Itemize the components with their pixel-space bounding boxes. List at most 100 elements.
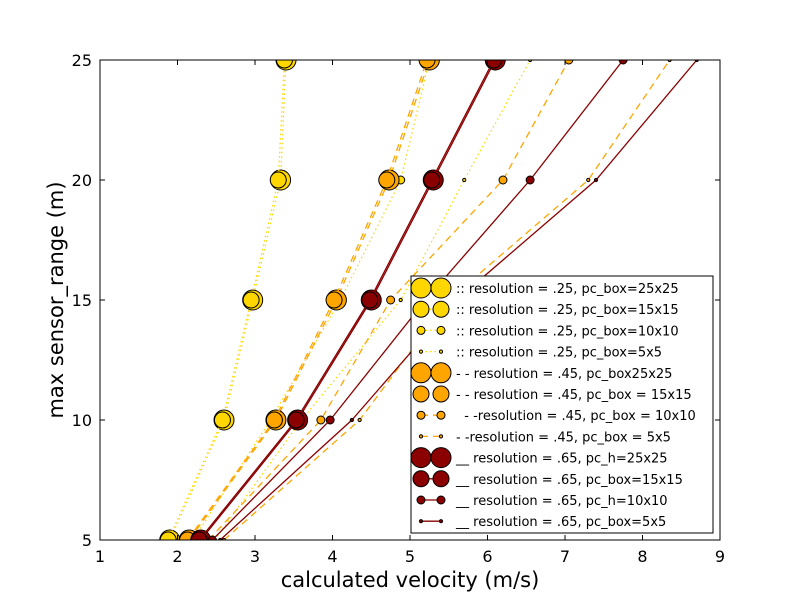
legend-marker <box>410 362 432 384</box>
data-point <box>159 531 177 540</box>
legend-marker <box>432 300 450 318</box>
data-point <box>325 291 343 309</box>
x-tick-label: 8 <box>637 547 647 566</box>
legend-item: :: resolution = .25, pc_box=10x10 <box>416 324 679 339</box>
legend-item: :: resolution = .25, pc_box=5x5 <box>418 346 662 361</box>
legend-marker <box>412 470 430 488</box>
data-point <box>287 411 305 429</box>
data-point <box>325 415 335 425</box>
legend-item: - -resolution = .45, pc_box = 5x5 <box>418 430 671 445</box>
legend-label: __ resolution = .65, pc_box=15x15 <box>455 473 683 488</box>
x-tick-label: 1 <box>95 547 105 566</box>
data-point <box>418 60 436 69</box>
data-point <box>275 60 293 69</box>
legend-item: :: resolution = .25, pc_box=25x25 <box>410 277 679 299</box>
legend-item: __ resolution = .65, pc_h=25x25 <box>410 447 668 469</box>
series-3 <box>188 60 434 540</box>
x-tick-label: 5 <box>405 547 415 566</box>
legend-marker <box>416 325 426 335</box>
legend-marker <box>438 519 444 524</box>
legend-label: __ resolution = .65, pc_h=25x25 <box>455 452 668 467</box>
y-tick-label: 20 <box>72 171 92 190</box>
data-point <box>485 60 503 69</box>
legend-marker <box>416 410 426 420</box>
data-point <box>378 171 396 189</box>
legend-label: __ resolution = .65, pc_h=10x10 <box>455 494 668 509</box>
data-point <box>386 295 396 305</box>
legend-item: - - resolution = .45, pc_box = 15x15 <box>412 385 692 403</box>
data-point <box>498 175 508 185</box>
series-2 <box>159 60 293 540</box>
legend-item: __ resolution = .65, pc_h=10x10 <box>416 494 668 509</box>
y-axis-label: max sensor_range (m) <box>44 181 69 418</box>
data-point <box>593 177 599 183</box>
data-point <box>316 415 326 425</box>
legend-item: __ resolution = .65, pc_box=15x15 <box>412 470 683 488</box>
legend-marker <box>436 410 446 420</box>
legend-marker <box>410 447 432 469</box>
data-point <box>349 417 354 423</box>
data-point <box>190 531 208 540</box>
legend-label: :: resolution = .25, pc_box=25x25 <box>456 282 679 297</box>
series-line <box>169 60 287 540</box>
data-point <box>564 60 574 65</box>
legend-marker <box>432 385 450 403</box>
x-axis-label: calculated velocity (m/s) <box>281 568 540 592</box>
legend-marker <box>430 447 452 469</box>
legend-marker <box>438 434 444 439</box>
series-line <box>167 60 286 540</box>
legend-label: - -resolution = .45, pc_box = 10x10 <box>456 409 696 424</box>
legend-box <box>410 275 714 534</box>
x-tick-label: 6 <box>482 547 492 566</box>
legend-marker <box>436 495 446 505</box>
legend-marker <box>430 277 452 299</box>
legend-marker <box>412 300 430 318</box>
series-10 <box>190 60 503 540</box>
data-point <box>525 175 535 185</box>
y-tick-label: 25 <box>72 51 92 70</box>
data-point <box>269 171 287 189</box>
legend-item: :: resolution = .25, pc_box=15x15 <box>412 300 679 318</box>
y-tick-label: 10 <box>72 411 92 430</box>
legend-marker <box>416 495 426 505</box>
data-point <box>207 535 217 540</box>
legend-item: __ resolution = .65, pc_box=5x5 <box>418 515 666 530</box>
series-6 <box>179 60 436 540</box>
data-point <box>265 411 283 429</box>
legend-marker <box>412 385 430 403</box>
legend-marker <box>432 470 450 488</box>
axis-ticks: 1 2 3 4 5 6 7 8 9 5 10 15 20 25 <box>72 51 725 566</box>
legend-marker <box>430 362 452 384</box>
legend-label: :: resolution = .25, pc_box=15x15 <box>456 303 679 318</box>
legend: :: resolution = .25, pc_box=25x25:: reso… <box>410 275 714 534</box>
y-tick-label: 5 <box>82 531 92 550</box>
legend-item: - - resolution = .45, pc_box25x25 <box>410 362 672 384</box>
data-point <box>586 177 591 183</box>
data-point <box>242 291 260 309</box>
legend-label: :: resolution = .25, pc_box=10x10 <box>456 324 679 339</box>
data-point <box>357 417 362 423</box>
data-point <box>618 60 628 65</box>
data-point <box>213 411 231 429</box>
data-point <box>423 171 441 189</box>
y-tick-label: 15 <box>72 291 92 310</box>
data-point <box>462 177 467 183</box>
legend-label: :: resolution = .25, pc_box=5x5 <box>456 346 662 361</box>
x-tick-label: 4 <box>327 547 337 566</box>
data-point <box>398 297 403 303</box>
legend-marker <box>438 349 444 354</box>
x-tick-label: 3 <box>250 547 260 566</box>
x-tick-label: 7 <box>560 547 570 566</box>
x-tick-label: 9 <box>715 547 725 566</box>
legend-label: - - resolution = .45, pc_box = 15x15 <box>456 388 692 403</box>
legend-marker <box>418 434 424 439</box>
legend-marker <box>418 519 424 524</box>
data-point <box>361 291 379 309</box>
x-tick-label: 2 <box>172 547 182 566</box>
legend-label: - - resolution = .45, pc_box25x25 <box>456 367 672 382</box>
legend-label: - -resolution = .45, pc_box = 5x5 <box>456 430 671 445</box>
legend-marker <box>418 349 424 354</box>
legend-label: __ resolution = .65, pc_box=5x5 <box>455 515 666 530</box>
legend-marker <box>436 325 446 335</box>
